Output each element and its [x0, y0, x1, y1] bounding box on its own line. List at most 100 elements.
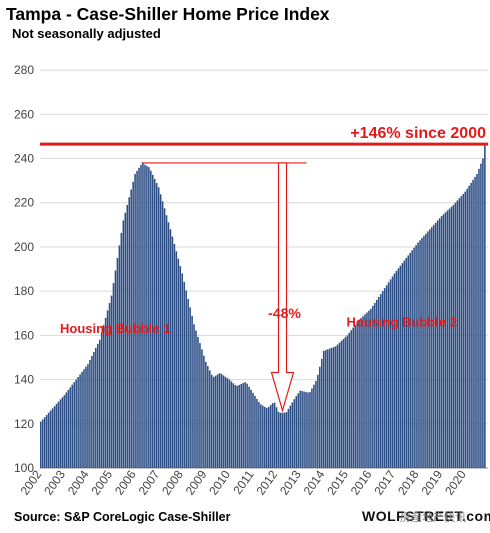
y-tick-label: 140 [14, 373, 34, 387]
bar [163, 208, 166, 468]
bar [389, 279, 392, 468]
bar [374, 302, 376, 468]
bar [220, 374, 223, 468]
bar [89, 360, 91, 468]
x-tick-label: 2005 [88, 467, 115, 497]
bar [152, 174, 154, 468]
bar [279, 412, 282, 468]
bar [285, 412, 288, 468]
bar [352, 327, 354, 468]
chart-title: Tampa - Case-Shiller Home Price Index [6, 4, 330, 24]
bar [476, 174, 478, 468]
bar [157, 187, 160, 468]
bar [252, 392, 254, 468]
bar [73, 382, 75, 468]
watermark: 房産地产快讯 [400, 512, 466, 524]
bar [387, 282, 390, 468]
bar [358, 319, 360, 468]
annotations: +146% since 2000 -48% Housing Bubble 1 Hous… [40, 125, 488, 413]
bar [401, 263, 404, 468]
bar [287, 408, 290, 468]
bar [472, 179, 474, 469]
current-level-label: +146% since 2000 [350, 125, 486, 142]
x-tick-label: 2020 [442, 467, 469, 497]
bar [429, 229, 431, 468]
bar [236, 385, 239, 468]
y-tick-label: 120 [14, 417, 34, 431]
bar [350, 330, 353, 468]
bar [146, 165, 148, 469]
bar [267, 406, 270, 468]
x-tick-label: 2011 [230, 467, 256, 496]
bar [484, 145, 486, 468]
bar [330, 347, 333, 468]
bar [334, 346, 337, 468]
bar [69, 387, 72, 468]
bar [244, 382, 246, 468]
bar [91, 356, 93, 468]
bar [474, 176, 476, 468]
bar [466, 188, 468, 468]
bar [438, 218, 441, 468]
bar [262, 405, 264, 468]
bar [305, 392, 307, 468]
drop-arrow [270, 162, 295, 413]
bar [238, 384, 241, 468]
bar [291, 402, 294, 468]
bar [205, 361, 207, 468]
bar [258, 402, 260, 468]
bar [81, 371, 83, 468]
bar [452, 204, 455, 468]
bar [319, 366, 321, 468]
bar [415, 245, 417, 468]
bar [106, 310, 109, 468]
bar [122, 220, 125, 468]
bar [366, 312, 368, 468]
x-tick-label: 2003 [41, 467, 68, 497]
bubble2-label: Housing Bubble 2 [347, 315, 458, 330]
bar [49, 410, 52, 468]
bar [130, 189, 132, 468]
bar [96, 343, 99, 468]
bar [434, 222, 437, 468]
bar [246, 383, 248, 468]
brand-logo: WOLFSTREET.com [362, 508, 490, 524]
bar [208, 370, 211, 468]
y-tick-label: 200 [14, 240, 34, 254]
bar [124, 212, 127, 468]
bar [377, 297, 380, 468]
bar [218, 373, 221, 468]
bar [372, 305, 374, 468]
bar [85, 366, 87, 468]
bar [177, 258, 180, 468]
bar [165, 215, 168, 468]
bar [95, 347, 97, 468]
bar [391, 276, 394, 468]
bar [295, 396, 298, 468]
bar [419, 240, 421, 468]
x-tick-label: 2017 [371, 467, 398, 497]
bar [140, 164, 142, 468]
bar [405, 258, 408, 468]
bar [197, 336, 199, 468]
bar [346, 335, 349, 468]
bar [228, 379, 231, 468]
bar [134, 174, 136, 468]
y-tick-label: 160 [14, 328, 34, 342]
x-tick-label: 2014 [301, 467, 328, 497]
bar [293, 399, 296, 468]
bar [421, 238, 423, 468]
x-tick-label: 2008 [159, 467, 186, 497]
bar [83, 369, 85, 468]
bar [370, 308, 372, 468]
bar [320, 358, 323, 468]
x-tick-label: 2007 [136, 467, 163, 497]
x-axis: 2002200320042005200620072008200920102011… [18, 467, 469, 497]
x-tick-label: 2009 [183, 467, 210, 497]
bar [185, 290, 187, 468]
bar [277, 411, 280, 468]
bar [436, 220, 439, 468]
bar [368, 310, 370, 468]
bar [356, 322, 358, 468]
